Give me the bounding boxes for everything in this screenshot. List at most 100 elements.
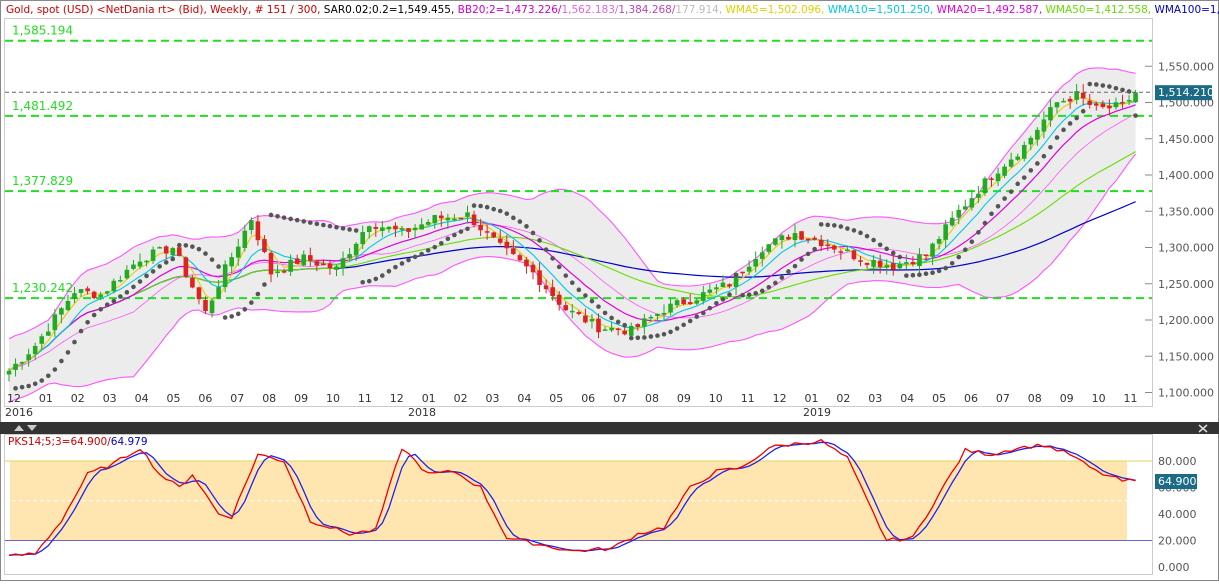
candle-body (52, 314, 58, 331)
sar-dot (163, 260, 169, 265)
sar-dot (792, 263, 798, 269)
sar-dot (85, 319, 90, 325)
sar-dot (1080, 108, 1086, 114)
sar-dot (124, 290, 130, 295)
bollinger-lower-line (8, 153, 1137, 404)
sar-dot (766, 284, 772, 290)
candle-body (661, 312, 667, 315)
close-panel-icon[interactable] (1198, 424, 1208, 433)
sar-dot (845, 226, 850, 231)
candle-body (694, 300, 700, 304)
candle-body (196, 287, 202, 300)
sar-dot (910, 272, 916, 278)
sar-dot (91, 312, 97, 318)
candle-body (864, 262, 870, 265)
sar-dot (707, 305, 713, 311)
osc-axis-label: 80.000 (1158, 455, 1197, 468)
candle-body (596, 318, 601, 333)
candle-body (714, 287, 719, 290)
candle-body (491, 232, 496, 238)
candle-body (478, 224, 483, 231)
sar-dot (753, 291, 758, 296)
x-axis-month-label: 03 (103, 392, 117, 405)
candle-body (111, 280, 117, 292)
osc-header-segment: 64.979 (111, 436, 148, 448)
wma20-line (8, 104, 1136, 372)
sar-dot (576, 287, 582, 293)
sar-dot (131, 284, 136, 290)
x-axis-month-label: 02 (71, 392, 85, 405)
sar-dot (884, 246, 889, 252)
candle-body (262, 239, 267, 252)
candle-body (144, 260, 149, 263)
sar-dot (478, 203, 483, 209)
candle-body (334, 266, 339, 270)
x-axis-month-label: 04 (135, 392, 149, 405)
sar-dot (1126, 89, 1132, 94)
sar-dot (288, 216, 293, 222)
sar-dot (72, 339, 77, 345)
sar-dot (262, 282, 267, 287)
candle-body (452, 218, 457, 221)
candle-body (275, 271, 280, 273)
sar-dot (242, 307, 248, 312)
x-axis-year-label: 2016 (5, 406, 33, 419)
sar-dot (989, 211, 994, 217)
candle-body (46, 331, 51, 336)
candle-body (183, 257, 189, 277)
sar-dot (648, 334, 654, 339)
support-resistance-label: 1,585.194 (12, 24, 73, 38)
candle-body (6, 370, 12, 375)
candle-body (681, 299, 686, 305)
candle-body (799, 231, 804, 240)
candle-body (366, 226, 372, 233)
wma10-line (8, 100, 1136, 372)
sar-dot (655, 333, 660, 338)
header-segment: WMA5=1,502.096, (726, 4, 828, 16)
sar-dot (301, 219, 307, 224)
candle-body (687, 302, 693, 305)
sar-dot (196, 246, 202, 252)
collapse-up-icon[interactable] (14, 425, 24, 431)
candle-body (707, 289, 713, 293)
sar-dot (360, 279, 366, 285)
price-axis-label: 1,200.000 (1158, 314, 1214, 327)
candle-body (150, 249, 156, 261)
candle-body (936, 238, 942, 244)
candle-body (412, 227, 418, 231)
candle-body (576, 312, 582, 314)
expand-down-icon[interactable] (27, 425, 37, 431)
candle-body (1054, 102, 1060, 108)
price-axis-label: 1,100.000 (1158, 387, 1214, 400)
candle-body (668, 303, 673, 313)
sar-dot (13, 386, 18, 391)
candle-body (255, 221, 261, 241)
sar-dot (327, 223, 333, 229)
sar-dot (157, 264, 162, 269)
candle-body (216, 287, 221, 299)
x-axis-month-label: 07 (613, 392, 627, 405)
sar-dot (445, 236, 451, 242)
sar-dot (740, 292, 745, 298)
sar-dot (727, 292, 732, 297)
price-axis-label: 1,550.000 (1158, 60, 1214, 73)
support-resistance-label: 1,230.242 (12, 281, 73, 295)
candle-body (465, 212, 470, 217)
header-segment: WMA20=1,492.587, (937, 4, 1046, 16)
sar-dot (759, 288, 765, 294)
candle-body (118, 279, 123, 282)
candle-body (917, 254, 922, 267)
candle-body (753, 258, 758, 267)
sar-dot (104, 302, 110, 307)
candle-body (124, 269, 130, 279)
sar-dot (1074, 115, 1079, 121)
candle-body (353, 243, 359, 256)
sar-dot (1041, 153, 1047, 159)
sar-dot (995, 203, 1001, 209)
sar-dot (281, 215, 287, 220)
header-segment: SAR0.02;0.2=1,549.455, (324, 4, 458, 16)
sar-dot (1107, 84, 1112, 89)
sar-dot (825, 222, 831, 228)
x-axis-month-label: 10 (709, 392, 723, 405)
